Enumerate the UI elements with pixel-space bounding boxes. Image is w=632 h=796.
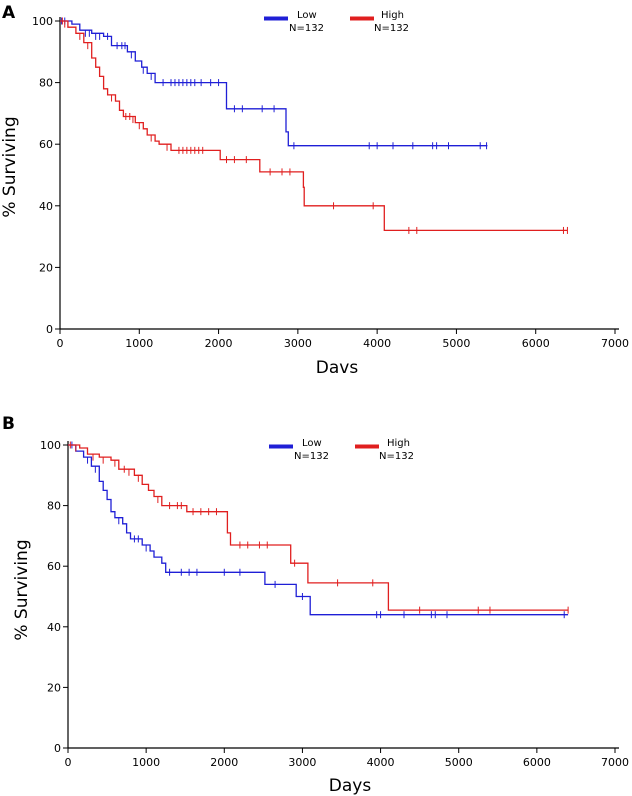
x-tick-label: 5000: [445, 756, 473, 769]
y-tick-label: 60: [47, 560, 61, 573]
legend-label-low: Low: [302, 438, 322, 449]
panel-letter: B: [2, 414, 15, 434]
legend-n-high: N=132: [379, 451, 414, 462]
x-tick-label: 3000: [288, 756, 316, 769]
survival-curve-high: [60, 20, 568, 232]
legend-swatch-high: [355, 444, 379, 449]
x-tick-label: 3000: [284, 337, 312, 350]
x-tick-label: 1000: [132, 756, 160, 769]
x-tick-label: 4000: [367, 756, 395, 769]
x-tick-label: 0: [65, 756, 72, 769]
x-tick-label: 2000: [205, 337, 233, 350]
panel-letter: A: [2, 3, 16, 23]
legend-label-high: High: [387, 438, 410, 449]
y-tick-label: 80: [39, 77, 53, 90]
legend-n-high: N=132: [374, 23, 409, 34]
survival-curve-low: [60, 20, 488, 147]
survival-curve-low: [68, 444, 569, 616]
legend-label-low: Low: [297, 10, 317, 21]
y-axis-title: % Surviving: [12, 539, 32, 640]
x-tick-label: 7000: [601, 756, 629, 769]
y-tick-label: 60: [39, 138, 53, 151]
y-tick-label: 100: [40, 439, 61, 452]
x-tick-label: 6000: [522, 337, 550, 350]
legend-swatch-low: [264, 16, 288, 21]
legend: Low N=132 High N=132: [264, 10, 409, 34]
legend-label-high: High: [381, 10, 404, 21]
legend-n-low: N=132: [289, 23, 324, 34]
y-tick-label: 20: [47, 681, 61, 694]
curves: [68, 441, 569, 619]
x-tick-label: 4000: [363, 337, 391, 350]
legend-n-low: N=132: [294, 451, 329, 462]
legend-swatch-low: [269, 444, 293, 449]
y-axis-title: % Surviving: [0, 116, 20, 217]
y-tick-label: 40: [39, 200, 53, 213]
y-tick-label: 40: [47, 621, 61, 634]
y-tick-label: 0: [46, 323, 53, 336]
x-tick-label: 0: [57, 337, 64, 350]
curves: [60, 17, 568, 234]
x-tick-label: 6000: [523, 756, 551, 769]
x-tick-label: 7000: [601, 337, 629, 350]
x-tick-label: 1000: [125, 337, 153, 350]
y-tick-label: 100: [32, 15, 53, 28]
x-tick-label: 2000: [210, 756, 238, 769]
legend: Low N=132 High N=132: [269, 438, 414, 462]
survival-curve-high: [68, 444, 569, 611]
y-tick-label: 80: [47, 500, 61, 513]
y-tick-label: 0: [54, 742, 61, 755]
legend-swatch-high: [350, 16, 374, 21]
y-tick-label: 20: [39, 261, 53, 274]
x-axis-title: Davs: [316, 358, 359, 378]
x-tick-label: 5000: [442, 337, 470, 350]
x-axis-title: Days: [329, 776, 372, 796]
